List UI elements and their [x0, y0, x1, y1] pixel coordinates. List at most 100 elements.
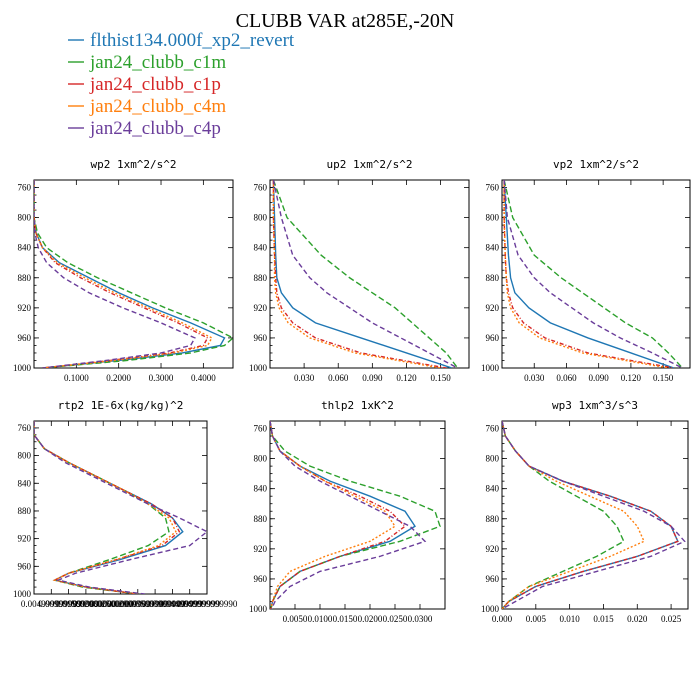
- y-tick-label: 840: [254, 484, 268, 494]
- plot-frame: [33, 179, 234, 369]
- x-tick-label: 0.009999999999: [38, 599, 99, 609]
- panel-title: wp2 1xm^2/s^2: [90, 158, 176, 171]
- x-tick-label: 0.015000000000: [56, 599, 117, 609]
- x-tick-label: 0.039999999999: [142, 599, 203, 609]
- legend-label: jan24_clubb_c4p: [89, 118, 221, 139]
- x-tick-label: 0.0300: [408, 614, 433, 624]
- x-tick-label: 0.000: [492, 614, 513, 624]
- panel-title: thlp2 1xK^2: [321, 399, 394, 412]
- series-group: [503, 180, 683, 368]
- x-tick-label: 0.020000000000: [73, 599, 134, 609]
- x-tick-label: 0.090: [362, 373, 383, 383]
- y-tick-label: 1000: [249, 363, 268, 373]
- y-tick-label: 840: [486, 243, 500, 253]
- series-line: [34, 421, 207, 594]
- y-tick-label: 960: [486, 574, 500, 584]
- series-line: [34, 180, 233, 368]
- x-tick-label: 0.020: [627, 614, 648, 624]
- x-tick-label: 0.035000000000: [125, 599, 186, 609]
- y-tick-label: 920: [486, 544, 500, 554]
- y-tick-label: 760: [486, 183, 500, 193]
- y-tick-label: 1000: [13, 589, 32, 599]
- series-line: [34, 180, 226, 368]
- x-tick-label: 0.0200: [358, 614, 383, 624]
- y-tick-label: 880: [254, 273, 268, 283]
- series-group: [34, 180, 233, 368]
- legend-item: flthist134.000f_xp2_revert: [68, 30, 295, 51]
- y-tick-label: 880: [486, 273, 500, 283]
- y-tick-label: 760: [254, 183, 268, 193]
- series-line: [34, 180, 213, 368]
- y-tick-label: 800: [254, 454, 268, 464]
- series-group: [270, 421, 441, 609]
- x-tick-label: 0.030: [524, 373, 545, 383]
- y-tick-label: 1000: [249, 604, 268, 614]
- x-tick-label: 0.060: [556, 373, 577, 383]
- y-tick-label: 880: [486, 514, 500, 524]
- series-line: [34, 180, 196, 368]
- series-line: [503, 180, 683, 368]
- x-tick-label: 0.010: [560, 614, 581, 624]
- y-tick-label: 800: [486, 213, 500, 223]
- series-line: [34, 180, 209, 368]
- y-tick-label: 960: [18, 333, 32, 343]
- series-group: [272, 180, 459, 368]
- y-tick-label: 760: [486, 424, 500, 434]
- panel: wp3 1xm^3/s^3 760 800 840 880 920 960 10000.000…: [481, 399, 689, 624]
- series-line: [270, 421, 396, 609]
- y-tick-label: 800: [486, 454, 500, 464]
- legend-label: jan24_clubb_c1m: [89, 52, 226, 73]
- y-tick-label: 920: [18, 303, 32, 313]
- legend-item: jan24_clubb_c4p: [68, 118, 221, 139]
- y-tick-label: 1000: [481, 604, 500, 614]
- x-tick-label: 0.150: [653, 373, 674, 383]
- y-tick-label: 920: [18, 534, 32, 544]
- x-tick-label: 0.029999999999: [107, 599, 168, 609]
- series-line: [270, 421, 427, 609]
- y-tick-label: 880: [254, 514, 268, 524]
- y-tick-label: 960: [486, 333, 500, 343]
- series-line: [503, 180, 669, 368]
- x-tick-label: 0.015: [593, 614, 614, 624]
- x-tick-label: 0.044999999999: [159, 599, 220, 609]
- y-tick-label: 800: [18, 451, 32, 461]
- x-tick-label: 0.120: [621, 373, 642, 383]
- legend-label: jan24_clubb_c1p: [89, 74, 221, 95]
- series-line: [270, 421, 407, 609]
- y-tick-label: 760: [18, 423, 32, 433]
- series-line: [503, 180, 683, 368]
- x-tick-label: 0.030: [294, 373, 315, 383]
- y-tick-label: 880: [18, 506, 32, 516]
- panels: wp2 1xm^2/s^2 760 800 840 880 920 960 1000 0.100…: [13, 158, 691, 624]
- panel-title: up2 1xm^2/s^2: [326, 158, 412, 171]
- series-line: [503, 180, 675, 368]
- series-line: [502, 421, 645, 609]
- panel: rtp2 1E-6x(kg/kg)^2 760 800 840 880 920 960 100…: [13, 399, 238, 609]
- plot-frame: [269, 179, 470, 369]
- y-tick-label: 1000: [481, 363, 500, 373]
- series-line: [272, 180, 458, 368]
- legend-item: jan24_clubb_c1m: [68, 52, 226, 73]
- panel-title: wp3 1xm^3/s^3: [552, 399, 638, 412]
- x-tick-label: 0.025000000000: [90, 599, 151, 609]
- legend-item: jan24_clubb_c1p: [68, 74, 221, 95]
- y-tick-label: 920: [254, 544, 268, 554]
- series-line: [270, 421, 441, 609]
- x-tick-label: 0.4000: [191, 373, 216, 383]
- x-tick-label: 0.004999999999: [21, 599, 82, 609]
- y-tick-label: 760: [254, 424, 268, 434]
- x-tick-label: 0.1000: [64, 373, 89, 383]
- y-tick-label: 840: [18, 243, 32, 253]
- legend-label: jan24_clubb_c4m: [89, 96, 226, 117]
- y-tick-label: 840: [18, 478, 32, 488]
- series-group: [34, 421, 207, 594]
- x-tick-label: 0.2000: [106, 373, 131, 383]
- y-tick-label: 800: [254, 213, 268, 223]
- series-line: [503, 180, 675, 368]
- plot-frame: [501, 179, 691, 369]
- x-tick-label: 0.0250: [383, 614, 408, 624]
- x-tick-label: 0.0100: [308, 614, 333, 624]
- y-tick-label: 840: [254, 243, 268, 253]
